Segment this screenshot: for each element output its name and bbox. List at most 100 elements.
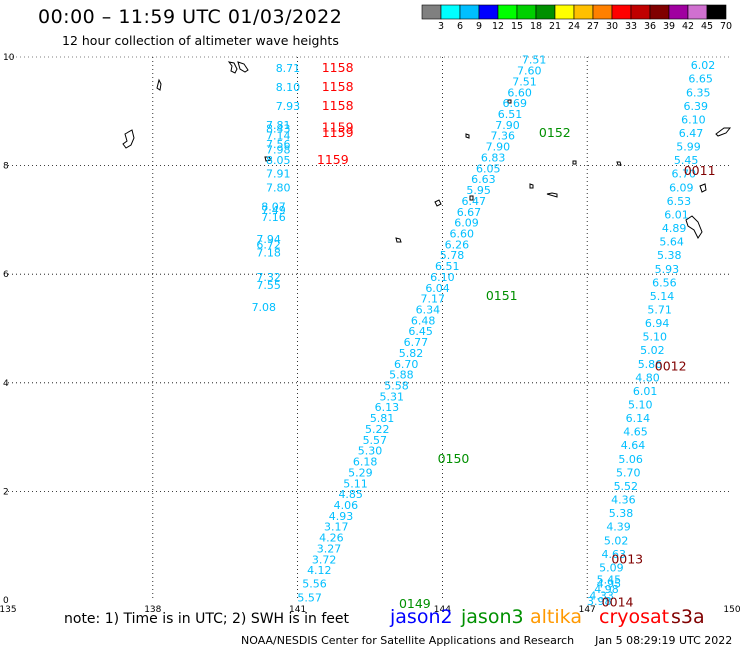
wave-height-label: 8.71 <box>276 62 301 75</box>
wave-height-label: 6.69 <box>503 97 528 110</box>
wave-height-label: 4.85 <box>338 488 363 501</box>
x-tick-label: 138 <box>144 605 161 615</box>
wave-height-label: 7.51 <box>522 54 547 67</box>
satellite-legend-s3a: s3a <box>671 606 705 628</box>
wave-height-label: 6.34 <box>416 303 441 316</box>
wave-height-label: 6.10 <box>681 113 706 126</box>
wave-height-label: 7.56 <box>266 138 291 151</box>
wave-height-label: 4.36 <box>611 494 636 507</box>
island-shape <box>434 199 442 207</box>
color-scale-label: 30 <box>606 21 618 32</box>
satellite-track: 7.517.607.516.606.696.517.907.367.906.83… <box>297 54 570 611</box>
color-scale-label: 9 <box>476 21 482 32</box>
wave-height-label: 5.02 <box>640 344 665 357</box>
wave-height-label: 7.18 <box>256 246 281 259</box>
wave-height-label: 6.51 <box>435 260 460 273</box>
pass-time-label: 1159 <box>322 125 354 140</box>
wave-height-label: 6.14 <box>626 412 651 425</box>
color-scale-label: 3 <box>438 21 444 32</box>
wave-height-label: 5.52 <box>614 480 639 493</box>
wave-height-label: 5.06 <box>618 453 643 466</box>
wave-height-label: 6.05 <box>476 162 501 175</box>
wave-height-label: 7.80 <box>266 181 291 194</box>
pass-time-label: 0012 <box>655 359 687 374</box>
color-scale-label: 33 <box>625 21 637 32</box>
wave-height-label: 4.93 <box>329 510 354 523</box>
wave-height-label: 6.77 <box>404 336 429 349</box>
wave-height-label: 5.30 <box>358 445 383 458</box>
island-shape <box>465 133 470 139</box>
credit-text: NOAA/NESDIS Center for Satellite Applica… <box>241 634 575 647</box>
wave-height-label: 7.81 <box>266 119 291 132</box>
wave-height-label: 5.09 <box>599 561 624 574</box>
wave-height-label: 7.91 <box>266 168 291 181</box>
wave-height-label: 6.01 <box>633 385 658 398</box>
pass-time-label: 0151 <box>486 288 518 303</box>
island-shape <box>156 78 162 91</box>
wave-height-label: 6.67 <box>457 206 482 219</box>
wave-height-label: 4.39 <box>606 521 631 534</box>
satellite-legend-jason3: jason3 <box>461 606 524 628</box>
wave-height-label: 5.82 <box>399 347 424 360</box>
wave-height-label: 4.98 <box>594 583 619 596</box>
wave-height-label: 7.51 <box>512 75 537 88</box>
wave-height-label: 7.36 <box>490 130 515 143</box>
wave-height-label: 5.57 <box>297 591 322 604</box>
island-shape <box>685 215 703 239</box>
wave-height-label: 4.95 <box>597 578 622 591</box>
wave-height-label: 3.72 <box>312 553 337 566</box>
satellite-track: 8.71 8.10 7.93 7.818.437.147.567.988.057.91… <box>252 60 354 314</box>
wave-height-label: 5.38 <box>657 249 682 262</box>
pass-time-label: 0150 <box>438 451 470 466</box>
wave-height-label: 5.45 <box>597 573 622 586</box>
wave-height-label: 5.31 <box>379 390 404 403</box>
footer-credit: NOAA/NESDIS Center for Satellite Applica… <box>241 634 732 647</box>
wave-height-label: 6.83 <box>481 151 506 164</box>
wave-height-label: 5.70 <box>616 466 641 479</box>
color-scale-label: 36 <box>644 21 656 32</box>
wave-height-label: 5.56 <box>302 578 327 591</box>
wave-height-label: 8.43 <box>266 123 291 136</box>
wave-height-label: 5.93 <box>655 263 680 276</box>
wave-height-label: 6.63 <box>471 173 496 186</box>
color-scale-label: 42 <box>682 21 694 32</box>
island-shape <box>264 156 272 162</box>
wave-height-label: 5.22 <box>365 423 390 436</box>
wave-height-label: 6.94 <box>645 317 670 330</box>
wave-height-label: 6.60 <box>449 227 474 240</box>
generated-timestamp: Jan 5 08:29:19 UTC 2022 <box>595 634 733 647</box>
wave-height-label: 6.35 <box>686 86 711 99</box>
wave-height-label: 5.86 <box>638 358 663 371</box>
satellite-legend-altika: altika <box>530 606 582 628</box>
island-shape <box>715 127 732 137</box>
wave-height-label: 6.60 <box>507 86 532 99</box>
wave-height-label: 6.65 <box>688 73 713 86</box>
wave-height-label: 6.53 <box>667 195 692 208</box>
units-note: note: 1) Time is in UTC; 2) SWH is in fe… <box>64 611 350 627</box>
wave-height-label: 4.89 <box>662 222 687 235</box>
wave-height-label: 6.13 <box>375 401 400 414</box>
island-shape <box>469 195 474 201</box>
wave-height-label: 5.29 <box>348 466 373 479</box>
wave-height-label: 6.45 <box>408 325 433 338</box>
color-scale-label: 15 <box>511 21 523 32</box>
wave-height-label: 5.81 <box>370 412 395 425</box>
coastlines <box>122 61 732 243</box>
island-shape <box>227 61 249 74</box>
wave-height-label: 5.10 <box>643 331 668 344</box>
color-swatch <box>706 4 727 20</box>
island-shape <box>395 237 402 243</box>
wave-height-label: 7.90 <box>495 119 520 132</box>
pass-time-label: 0149 <box>399 596 431 611</box>
wave-height-label: 5.78 <box>440 249 465 262</box>
wave-height-label: 5.45 <box>674 154 699 167</box>
y-tick-label: 6 <box>3 270 9 280</box>
grid-lines <box>8 57 732 600</box>
wave-height-label: 6.04 <box>425 282 450 295</box>
satellite-track: 6.026.656.356.396.106.475.995.456.706.09… <box>587 59 716 610</box>
wave-height-label: 6.70 <box>671 168 696 181</box>
wave-height-label: 5.14 <box>650 290 675 303</box>
wave-height-label: 6.70 <box>394 358 419 371</box>
